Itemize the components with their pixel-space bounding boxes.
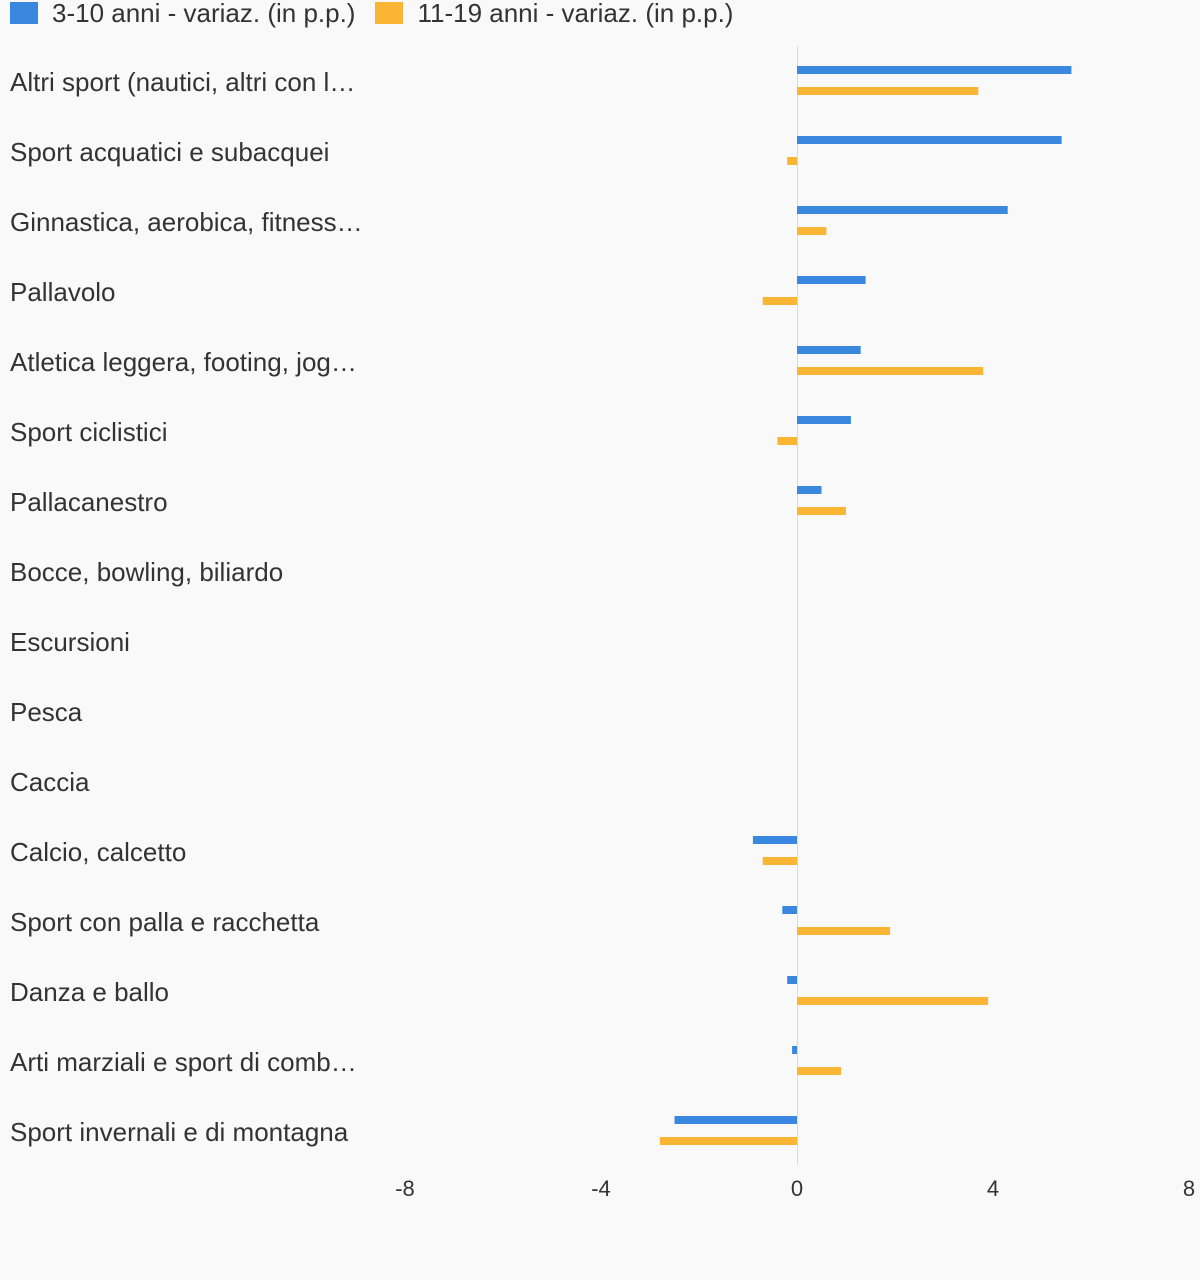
bar-series-2 [659,1137,797,1145]
x-tick-label: -4 [591,1176,611,1201]
bar-series-2 [797,367,984,375]
category-label: Ginnastica, aerobica, fitness… [10,207,363,237]
bar-series-1 [797,206,1008,214]
bar-series-1 [797,136,1062,144]
bar-series-2 [797,227,827,235]
category-label: Caccia [10,767,90,797]
bar-series-2 [797,87,979,95]
category-label: Sport acquatici e subacquei [10,137,329,167]
legend-swatch-series-2 [375,2,404,24]
x-tick-label: 8 [1183,1176,1195,1201]
legend-item-series-1[interactable]: 3-10 anni - variaz. (in p.p.) [10,0,355,29]
bar-series-1 [752,836,797,844]
category-label: Sport ciclistici [10,417,167,447]
bar-series-2 [762,857,797,865]
category-label: Pallacanestro [10,487,168,517]
category-label: Sport invernali e di montagna [10,1117,349,1147]
bar-series-1 [782,906,797,914]
bar-series-2 [777,437,797,445]
category-label: Pesca [10,697,83,727]
bar-series-1 [797,66,1072,74]
legend-swatch-series-1 [10,2,38,24]
bar-series-1 [797,276,866,284]
bar-series-1 [674,1116,797,1124]
bar-series-1 [797,416,851,424]
x-tick-label: 4 [987,1176,999,1201]
bar-series-2 [797,507,846,515]
category-label: Bocce, bowling, biliardo [10,557,283,587]
bar-series-2 [797,997,989,1005]
bar-series-1 [792,1046,797,1054]
legend-label-series-2: 11-19 anni - variaz. (in p.p.) [417,0,734,28]
bar-series-1 [787,976,797,984]
bar-series-2 [787,157,797,165]
category-label: Danza e ballo [10,977,169,1007]
bar-series-2 [762,297,797,305]
category-label: Altri sport (nautici, altri con l… [10,67,355,97]
legend-label-series-1: 3-10 anni - variaz. (in p.p.) [52,0,356,28]
category-label: Sport con palla e racchetta [10,907,320,937]
category-label: Escursioni [10,627,130,657]
category-label: Atletica leggera, footing, jog… [10,347,357,377]
category-label: Arti marziali e sport di comb… [10,1047,357,1077]
bar-series-1 [797,346,861,354]
bar-series-2 [797,1067,842,1075]
bar-series-2 [797,927,891,935]
chart-legend: 3-10 anni - variaz. (in p.p.) 11-19 anni… [10,0,753,29]
category-label: Pallavolo [10,277,116,307]
x-tick-label: -8 [395,1176,415,1201]
bar-series-1 [797,486,822,494]
category-label: Calcio, calcetto [10,837,186,867]
legend-item-series-2[interactable]: 11-19 anni - variaz. (in p.p.) [375,0,733,29]
x-tick-label: 0 [791,1176,803,1201]
